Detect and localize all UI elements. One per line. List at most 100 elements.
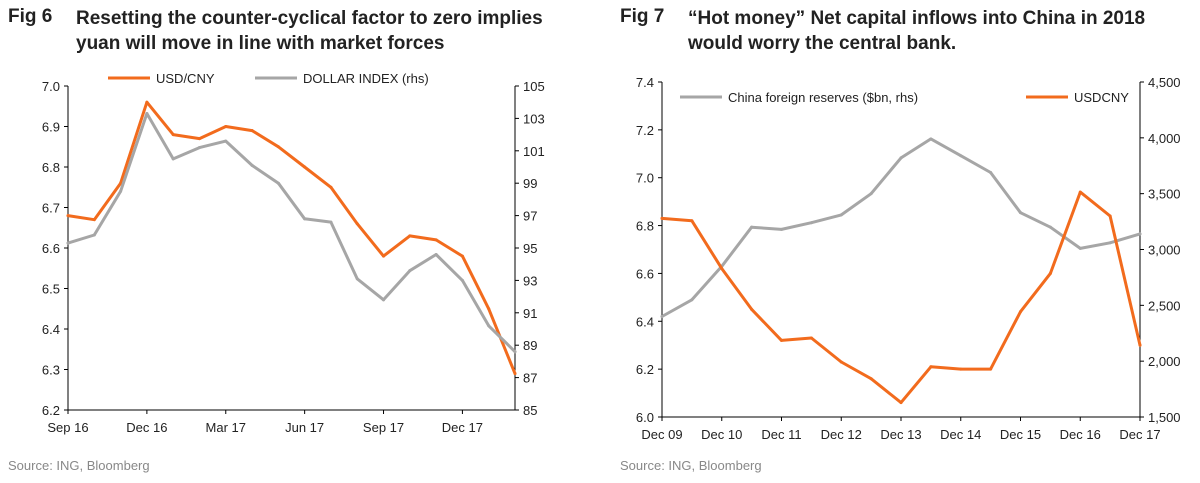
right-axis-tick-label: 89 <box>523 338 537 353</box>
series-point <box>989 367 993 371</box>
left-axis-tick-label: 6.6 <box>42 241 60 256</box>
series-point <box>303 165 307 169</box>
source-note: Source: ING, Bloomberg <box>620 458 762 473</box>
right-axis-tick-label: 95 <box>523 241 537 256</box>
series-point <box>809 221 813 225</box>
right-axis-tick-label: 3,500 <box>1148 187 1181 202</box>
left-axis-tick-label: 6.4 <box>636 314 654 329</box>
x-axis-tick-label: Sep 17 <box>363 420 404 435</box>
left-axis-tick-label: 7.2 <box>636 123 654 138</box>
left-axis-tick-label: 6.2 <box>42 403 60 418</box>
series-point <box>750 307 754 311</box>
series-point <box>959 367 963 371</box>
right-axis-tick-label: 103 <box>523 111 545 126</box>
left-axis-tick-label: 6.9 <box>42 120 60 135</box>
right-axis-tick-label: 1,500 <box>1148 410 1181 425</box>
series-point <box>276 181 280 185</box>
left-axis-tick-label: 6.5 <box>42 282 60 297</box>
series-point <box>487 324 491 328</box>
series-point <box>487 307 491 311</box>
series-point <box>171 157 175 161</box>
series-point <box>382 254 386 258</box>
series-point <box>1019 310 1022 314</box>
series-point <box>750 225 754 229</box>
series-point <box>250 129 254 133</box>
chart-usdcny-dollar-index: 6.2 6.3 6.4 6.5 6.6 6.7 6.8 6.9 7.0 85 87 89 91 93 95 9… <box>42 71 545 435</box>
left-axis-tick-label: 7.0 <box>636 171 654 186</box>
series-point <box>899 156 903 160</box>
figure-label: Fig 6 <box>8 6 53 27</box>
series-point <box>869 377 873 381</box>
series-point <box>1078 246 1082 250</box>
figure-label: Fig 7 <box>620 6 665 27</box>
figure-title: “Hot money” Net capital inflows into Chi… <box>688 8 1146 54</box>
x-axis-tick-label: Dec 13 <box>880 427 921 442</box>
x-axis-tick-label: Dec 17 <box>442 420 483 435</box>
series-line-lhs <box>66 100 517 376</box>
series-point <box>1048 271 1052 275</box>
right-axis-tick-label: 85 <box>523 403 537 418</box>
series-point <box>513 350 517 354</box>
series-point <box>171 133 175 137</box>
series-point <box>119 181 123 185</box>
right-axis-tick-label: 87 <box>523 371 537 386</box>
series-point <box>434 252 438 256</box>
series-point <box>434 238 438 242</box>
series-point <box>690 298 694 302</box>
series-point <box>276 145 280 149</box>
legend-label: USD/CNY <box>156 71 215 86</box>
series-point <box>329 185 333 189</box>
x-axis-tick-label: Dec 17 <box>1119 427 1160 442</box>
series-point <box>92 233 96 237</box>
series-point <box>780 338 783 342</box>
series-point <box>780 227 783 231</box>
series-point <box>660 216 664 220</box>
series-point <box>66 214 70 218</box>
x-axis-tick-label: Dec 12 <box>821 427 862 442</box>
x-axis-tick-label: Dec 14 <box>940 427 981 442</box>
right-axis-tick-label: 2,500 <box>1148 298 1181 313</box>
x-axis-tick-label: Dec 10 <box>701 427 742 442</box>
series-point <box>303 217 307 221</box>
x-axis-tick-label: Dec 15 <box>1000 427 1041 442</box>
right-axis-tick-label: 93 <box>523 273 537 288</box>
right-axis-tick-label: 105 <box>523 79 545 94</box>
series-point <box>460 254 464 258</box>
right-axis-tick-label: 99 <box>523 176 537 191</box>
figure-7-panel: Fig 7 “Hot money” Net capital inflows in… <box>600 0 1200 483</box>
left-axis-tick-label: 6.4 <box>42 322 60 337</box>
right-axis-tick-label: 3,000 <box>1148 243 1181 258</box>
x-axis-tick-label: Dec 16 <box>1060 427 1101 442</box>
series-line-rhs <box>66 112 517 354</box>
left-axis-tick-label: 6.7 <box>42 201 60 216</box>
left-axis-tick-label: 6.0 <box>636 410 654 425</box>
series-point <box>355 222 359 226</box>
left-axis-tick-label: 6.6 <box>636 266 654 281</box>
series-point <box>1138 232 1142 236</box>
series-point <box>809 336 813 340</box>
left-axis-tick-label: 7.0 <box>42 79 60 94</box>
series-point <box>382 298 386 302</box>
series-point <box>513 372 517 376</box>
left-axis-tick-label: 6.8 <box>636 219 654 234</box>
figure-title: Resetting the counter-cyclical factor to… <box>76 8 543 54</box>
series-point <box>989 170 993 174</box>
series-point <box>92 218 96 222</box>
legend-label: China foreign reserves ($bn, rhs) <box>728 90 918 105</box>
series-point <box>329 220 333 224</box>
series-point <box>1108 214 1112 218</box>
series-point <box>408 269 412 273</box>
left-axis-tick-label: 6.3 <box>42 363 60 378</box>
legend-label: DOLLAR INDEX (rhs) <box>303 71 429 86</box>
left-axis-tick-label: 7.4 <box>636 75 654 90</box>
series-point <box>408 234 412 238</box>
series-point <box>959 154 963 158</box>
right-axis-tick-label: 97 <box>523 209 537 224</box>
series-point <box>1138 343 1142 347</box>
series-point <box>1078 190 1082 194</box>
series-point <box>929 137 933 141</box>
chart-reserves-usdcny: 6.0 6.2 6.4 6.6 6.8 7.0 7.2 7.4 1,500 2,000 2,500 3… <box>636 75 1181 442</box>
series-point <box>690 219 694 223</box>
series-point <box>460 278 464 282</box>
x-axis-tick-label: Jun 17 <box>285 420 324 435</box>
